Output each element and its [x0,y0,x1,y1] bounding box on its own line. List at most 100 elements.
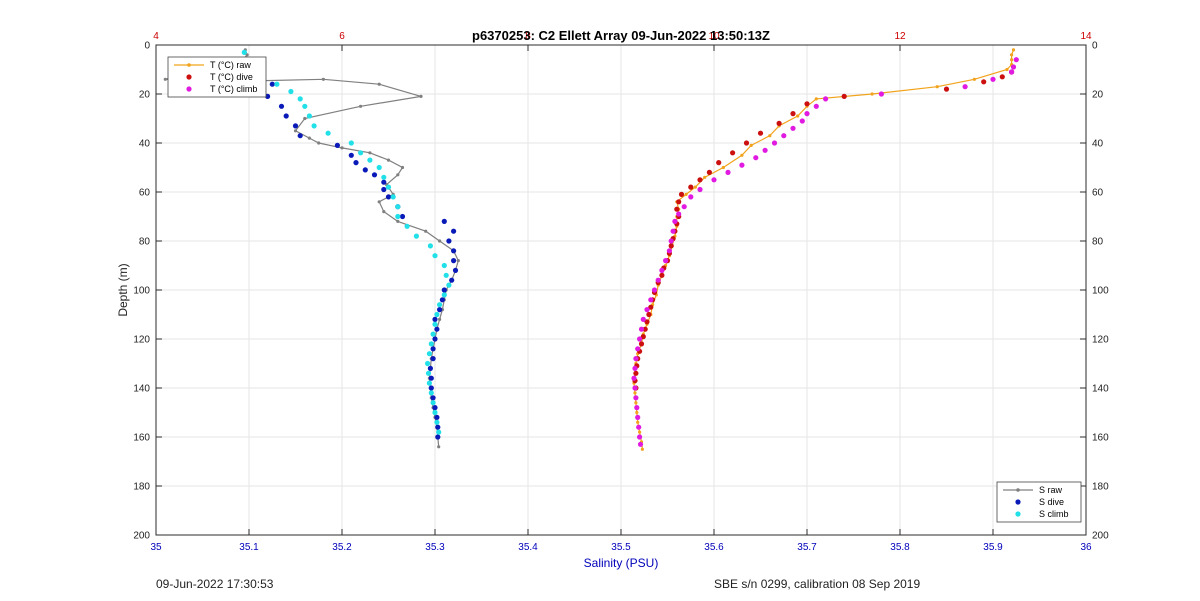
data-point [688,184,694,190]
data-point [303,116,307,121]
legend-label: T (°C) raw [210,60,251,70]
data-point [381,174,387,180]
data-point [644,319,650,325]
data-point [637,336,643,342]
data-point [670,228,676,234]
data-point [438,317,442,321]
data-point [640,334,646,340]
data-point [721,165,725,170]
data-point [430,395,436,401]
data-point [637,441,644,447]
y-tick-label: 80 [139,237,151,248]
data-point [642,326,648,332]
y-tick-label-right: 40 [1092,139,1104,150]
data-point [776,120,782,126]
x-tick-label: 35.2 [332,542,352,553]
data-point [635,346,641,352]
data-point [306,113,312,119]
data-point [425,360,431,367]
data-point [633,356,639,362]
data-point [325,130,331,136]
data-point [446,282,452,288]
data-point [428,375,434,381]
y-tick-label-right: 100 [1092,286,1109,297]
data-point [385,194,392,200]
data-point [693,185,698,189]
data-point [790,111,796,117]
data-point [638,341,645,347]
data-point [981,79,987,85]
data-point [334,142,340,148]
legend-label: S raw [1039,485,1063,495]
y-tick-label-right: 80 [1092,237,1104,248]
y-tick-label-right: 0 [1092,41,1098,52]
data-point [716,160,722,166]
data-point [740,153,744,157]
footer-calibration: SBE s/n 0299, calibration 08 Sep 2019 [714,577,921,591]
data-point [972,77,977,81]
y-tick-label: 100 [133,286,150,297]
y-tick-label: 160 [133,433,150,444]
data-point [297,96,303,102]
legend-swatch-marker [186,86,192,92]
data-point [749,143,753,147]
x-tick-label: 35.3 [425,542,445,553]
data-point [823,96,829,102]
data-point [634,405,640,411]
data-point [437,307,443,313]
series-t-c-climb [631,57,1019,447]
data-point [636,424,642,430]
y-tick-label-right: 180 [1092,482,1109,493]
legend-box [996,481,1082,523]
data-point [432,253,438,259]
data-point [404,223,410,229]
data-point [425,370,432,376]
legend-salinity: S raw S dive S climb [996,481,1082,523]
data-point [396,219,400,223]
data-point [870,92,874,96]
data-point [432,316,438,322]
legend-label: S dive [1039,497,1064,507]
data-point [644,307,650,313]
data-point [668,243,674,249]
data-point [434,311,440,318]
y-tick-label-right: 20 [1092,90,1104,101]
data-point [814,97,818,101]
series-line-s-raw [165,49,459,447]
data-point [395,213,401,220]
x2-tick-label: 6 [339,31,345,42]
data-point [451,248,457,254]
data-point [441,292,447,298]
x-tick-label: 35.7 [797,542,817,553]
data-point [385,184,392,190]
series-line-t-c-raw [633,49,1015,450]
data-point [163,77,167,81]
data-point [813,103,819,109]
data-point [638,430,642,434]
data-point [274,81,280,87]
chart-title: p6370253: C2 Ellett Array 09-Jun-2022 13… [472,28,770,43]
data-point [307,136,311,140]
data-point [317,141,321,145]
legend-swatch-marker [1015,511,1021,517]
data-point [434,419,440,425]
legend-label: S climb [1039,509,1069,519]
data-point [428,341,434,347]
data-point [676,211,682,217]
data-point [443,272,449,278]
data-point [796,114,800,118]
data-point [441,262,447,269]
x2-tick-label: 4 [153,31,159,42]
y-tick-label: 20 [139,90,151,101]
data-point [321,77,325,81]
data-point [362,167,368,173]
data-point [426,351,432,357]
data-point [757,130,764,136]
data-point [434,414,440,420]
data-point [666,248,673,254]
data-point [655,277,661,283]
data-point [674,206,680,212]
data-point [1010,64,1017,70]
x-axis-label: Salinity (PSU) [584,556,659,570]
